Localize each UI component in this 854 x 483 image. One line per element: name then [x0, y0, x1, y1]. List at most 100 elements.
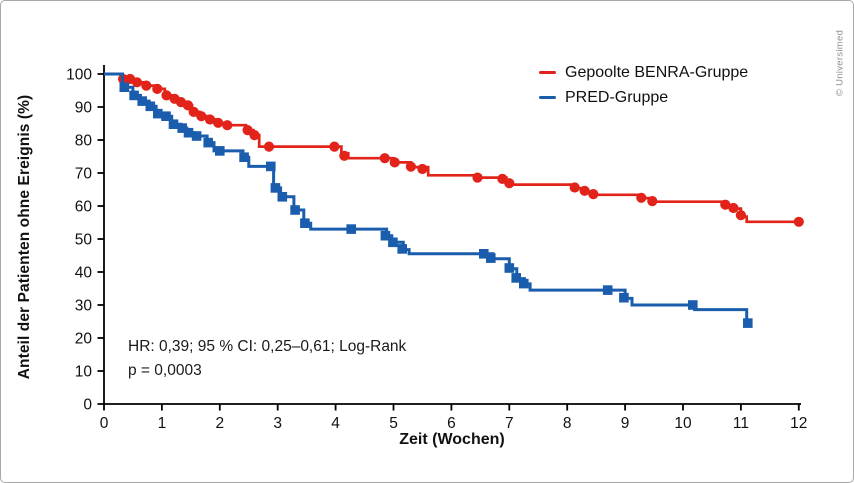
censor-mark-square [203, 137, 213, 148]
censor-mark-circle [636, 192, 647, 203]
censor-mark-square [266, 161, 276, 172]
censor-mark-circle [152, 83, 163, 94]
censor-mark-square [177, 123, 187, 133]
censor-mark-circle [472, 172, 483, 183]
censor-mark-circle [188, 106, 199, 117]
censor-mark-circle [196, 111, 207, 122]
censor-mark-circle [417, 163, 428, 175]
series-pred [104, 72, 753, 328]
censor-mark-circle [141, 80, 152, 91]
censor-mark-circle [579, 185, 590, 196]
legend: Gepoolte BENRA-Gruppe PRED-Gruppe [539, 63, 748, 113]
censor-mark-circle [647, 196, 658, 207]
legend-line-red-icon [539, 70, 556, 75]
y-tick-label: 100 [66, 67, 92, 84]
censor-mark-circle [263, 141, 275, 152]
censor-mark-square [129, 90, 139, 101]
censor-mark-square [346, 224, 356, 234]
censor-mark-square [215, 146, 225, 156]
censor-mark-circle [735, 210, 747, 221]
censor-mark-square [239, 152, 249, 162]
censor-mark-square [137, 96, 147, 106]
x-tick-label: 10 [674, 415, 692, 432]
censor-mark-square [270, 183, 281, 193]
axes [97, 65, 801, 411]
censor-mark-square [743, 318, 753, 328]
censor-mark-square [504, 263, 515, 273]
censor-mark-circle [728, 202, 739, 214]
censor-mark-circle [793, 216, 804, 227]
x-tick-label: 4 [331, 415, 340, 432]
censor-mark-circle [405, 161, 416, 172]
x-tick-label: 1 [158, 415, 167, 432]
y-tick-label: 10 [75, 364, 93, 381]
censor-mark-circle [329, 141, 340, 152]
censor-mark-square [688, 300, 698, 310]
x-tick-label: 7 [505, 415, 514, 432]
censor-mark-square [519, 278, 529, 289]
stats-annotation: HR: 0,39; 95 % CI: 0,25–0,61; Log-Rank p… [128, 335, 406, 382]
y-tick-label: 30 [75, 298, 93, 315]
censor-mark-square [479, 249, 489, 259]
censor-mark-square [486, 253, 496, 263]
censor-mark-circle [379, 153, 390, 164]
censor-mark-circle [204, 114, 216, 125]
legend-item-pred: PRED-Gruppe [539, 88, 748, 107]
censor-mark-square [388, 237, 398, 248]
stats-annotation-line1: HR: 0,39; 95 % CI: 0,25–0,61; Log-Rank [128, 338, 407, 355]
y-tick-label: 90 [75, 100, 93, 117]
censor-mark-square [191, 131, 202, 141]
stats-annotation-line2: p = 0,0003 [128, 361, 202, 379]
x-tick-label: 11 [733, 415, 749, 432]
censor-mark-circle [339, 150, 350, 161]
legend-label-pred: PRED-Gruppe [565, 89, 669, 106]
y-tick-label: 0 [83, 397, 92, 414]
legend-item-benra: Gepoolte BENRA-Gruppe [539, 63, 748, 82]
series-benra [104, 72, 804, 227]
x-tick-label: 12 [790, 415, 807, 432]
censor-mark-circle [222, 120, 233, 131]
censor-mark-circle [249, 130, 260, 141]
y-axis-title: Anteil der Patienten ohne Ereignis (%) [16, 94, 33, 380]
y-tick-label: 70 [75, 166, 93, 183]
censor-mark-square [602, 285, 613, 295]
censor-mark-square [380, 230, 391, 241]
censor-mark-square [161, 111, 171, 121]
x-tick-label: 3 [273, 415, 282, 432]
legend-line-blue-icon [539, 95, 556, 100]
censor-mark-circle [131, 77, 143, 88]
y-tick-label: 80 [75, 133, 93, 150]
x-tick-label: 6 [447, 415, 456, 432]
censor-mark-circle [504, 178, 515, 189]
censor-mark-square [145, 101, 156, 112]
censor-mark-square [290, 205, 300, 215]
censor-mark-square [277, 192, 288, 202]
x-tick-label: 2 [215, 415, 224, 432]
censor-mark-circle [569, 182, 580, 193]
censor-mark-square [619, 292, 629, 303]
censor-mark-square [168, 119, 179, 129]
censor-mark-square [119, 82, 130, 92]
y-tick-label: 60 [75, 199, 93, 216]
censor-mark-circle [389, 157, 400, 168]
censor-mark-circle [720, 199, 731, 210]
y-tick-label: 40 [75, 265, 93, 282]
censor-mark-circle [213, 117, 224, 128]
censor-mark-square [511, 273, 521, 283]
censor-mark-circle [161, 90, 172, 101]
censor-mark-square [153, 108, 163, 119]
censor-mark-circle [588, 189, 599, 200]
x-tick-label: 8 [563, 415, 572, 432]
censor-mark-square [183, 127, 194, 138]
legend-label-benra: Gepoolte BENRA-Gruppe [565, 64, 749, 81]
x-tick-label: 0 [100, 415, 109, 432]
x-tick-label: 9 [621, 415, 630, 432]
x-axis-title: Zeit (Wochen) [399, 431, 505, 448]
credit-text: © Universimed [834, 29, 846, 97]
censor-mark-square [300, 218, 310, 228]
y-tick-label: 20 [75, 331, 93, 348]
y-tick-label: 50 [75, 232, 93, 249]
